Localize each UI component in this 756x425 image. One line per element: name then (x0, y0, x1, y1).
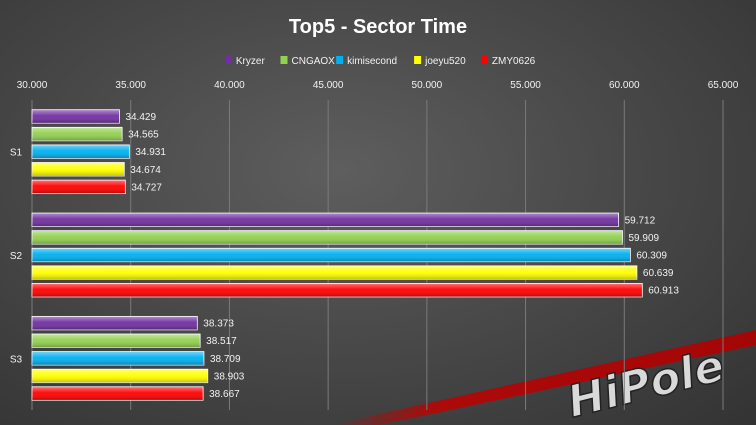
bar-highlight (32, 265, 637, 280)
data-label: 38.667 (209, 389, 240, 400)
legend-label: ZMY0626 (492, 56, 536, 67)
data-label: 34.727 (131, 182, 162, 193)
data-label: 59.712 (625, 215, 656, 226)
bar-highlight (32, 333, 201, 348)
bar-highlight (32, 162, 125, 177)
bar-highlight (32, 369, 208, 383)
bar-highlight (32, 230, 623, 245)
legend-item: CNGAOX (280, 56, 336, 67)
chart-title: Top5 - Sector Time (289, 16, 467, 38)
legend-item: ZMY0626 (480, 56, 536, 67)
x-tick-label: 50.000 (412, 80, 443, 91)
legend-swatch (336, 56, 344, 64)
category-label: S2 (10, 251, 23, 262)
bar-highlight (32, 248, 631, 262)
x-tick-label: 40.000 (214, 80, 245, 91)
x-tick-label: 60.000 (609, 80, 640, 91)
svg-text:HiPole: HiPole (562, 340, 729, 425)
data-label: 38.517 (206, 336, 237, 347)
x-tick-label: 55.000 (510, 80, 541, 91)
data-label: 60.309 (636, 251, 667, 262)
x-axis-tick-labels: 30.000 35.000 40.000 45.000 50.000 55.000 60.0… (17, 80, 739, 91)
legend-label: CNGAOX (292, 56, 336, 67)
legend-swatch (480, 56, 488, 64)
data-label: 59.909 (628, 233, 659, 244)
data-label: 34.674 (130, 165, 161, 176)
x-tick-label: 45.000 (313, 80, 344, 91)
legend: Kryzer CNGAOX kimisecond joeyu520 ZMY0626 (224, 56, 536, 67)
legend-label: Kryzer (236, 56, 266, 67)
legend-item: Kryzer (224, 56, 266, 67)
bar-highlight (32, 109, 120, 124)
legend-label: joeyu520 (424, 56, 466, 67)
category-label: S3 (10, 354, 23, 365)
legend-swatch (280, 56, 288, 64)
hipole-watermark-logo: HiPole (330, 330, 756, 425)
category-labels: S1 S2 S3 (10, 148, 23, 366)
data-label: 34.429 (125, 112, 156, 123)
x-tick-label: 30.000 (17, 80, 48, 91)
data-label: 60.639 (643, 268, 674, 279)
data-label: 34.931 (135, 147, 166, 158)
data-label: 38.903 (214, 371, 245, 382)
legend-swatch (224, 56, 232, 64)
x-tick-label: 65.000 (708, 80, 739, 91)
legend-item: kimisecond (336, 56, 397, 67)
bar-highlight (32, 127, 123, 141)
bar-highlight (32, 283, 643, 297)
legend-item: joeyu520 (414, 56, 466, 67)
category-label: S1 (10, 148, 23, 159)
data-labels: 34.429 34.565 34.931 34.674 34.727 59.712 59.9… (125, 112, 679, 400)
bar-highlight (32, 213, 619, 227)
bar-highlight (32, 351, 204, 366)
data-label: 34.565 (128, 130, 159, 141)
bar-highlight (32, 180, 126, 194)
data-label: 60.913 (648, 286, 679, 297)
legend-label: kimisecond (347, 56, 397, 67)
x-tick-label: 35.000 (115, 80, 146, 91)
data-label: 38.709 (210, 354, 241, 365)
legend-swatch (414, 56, 422, 64)
bar-highlight (32, 144, 130, 159)
bar-highlight (32, 386, 204, 401)
bar-highlight (32, 316, 198, 330)
bars (31, 109, 643, 401)
data-label: 38.373 (203, 319, 234, 330)
